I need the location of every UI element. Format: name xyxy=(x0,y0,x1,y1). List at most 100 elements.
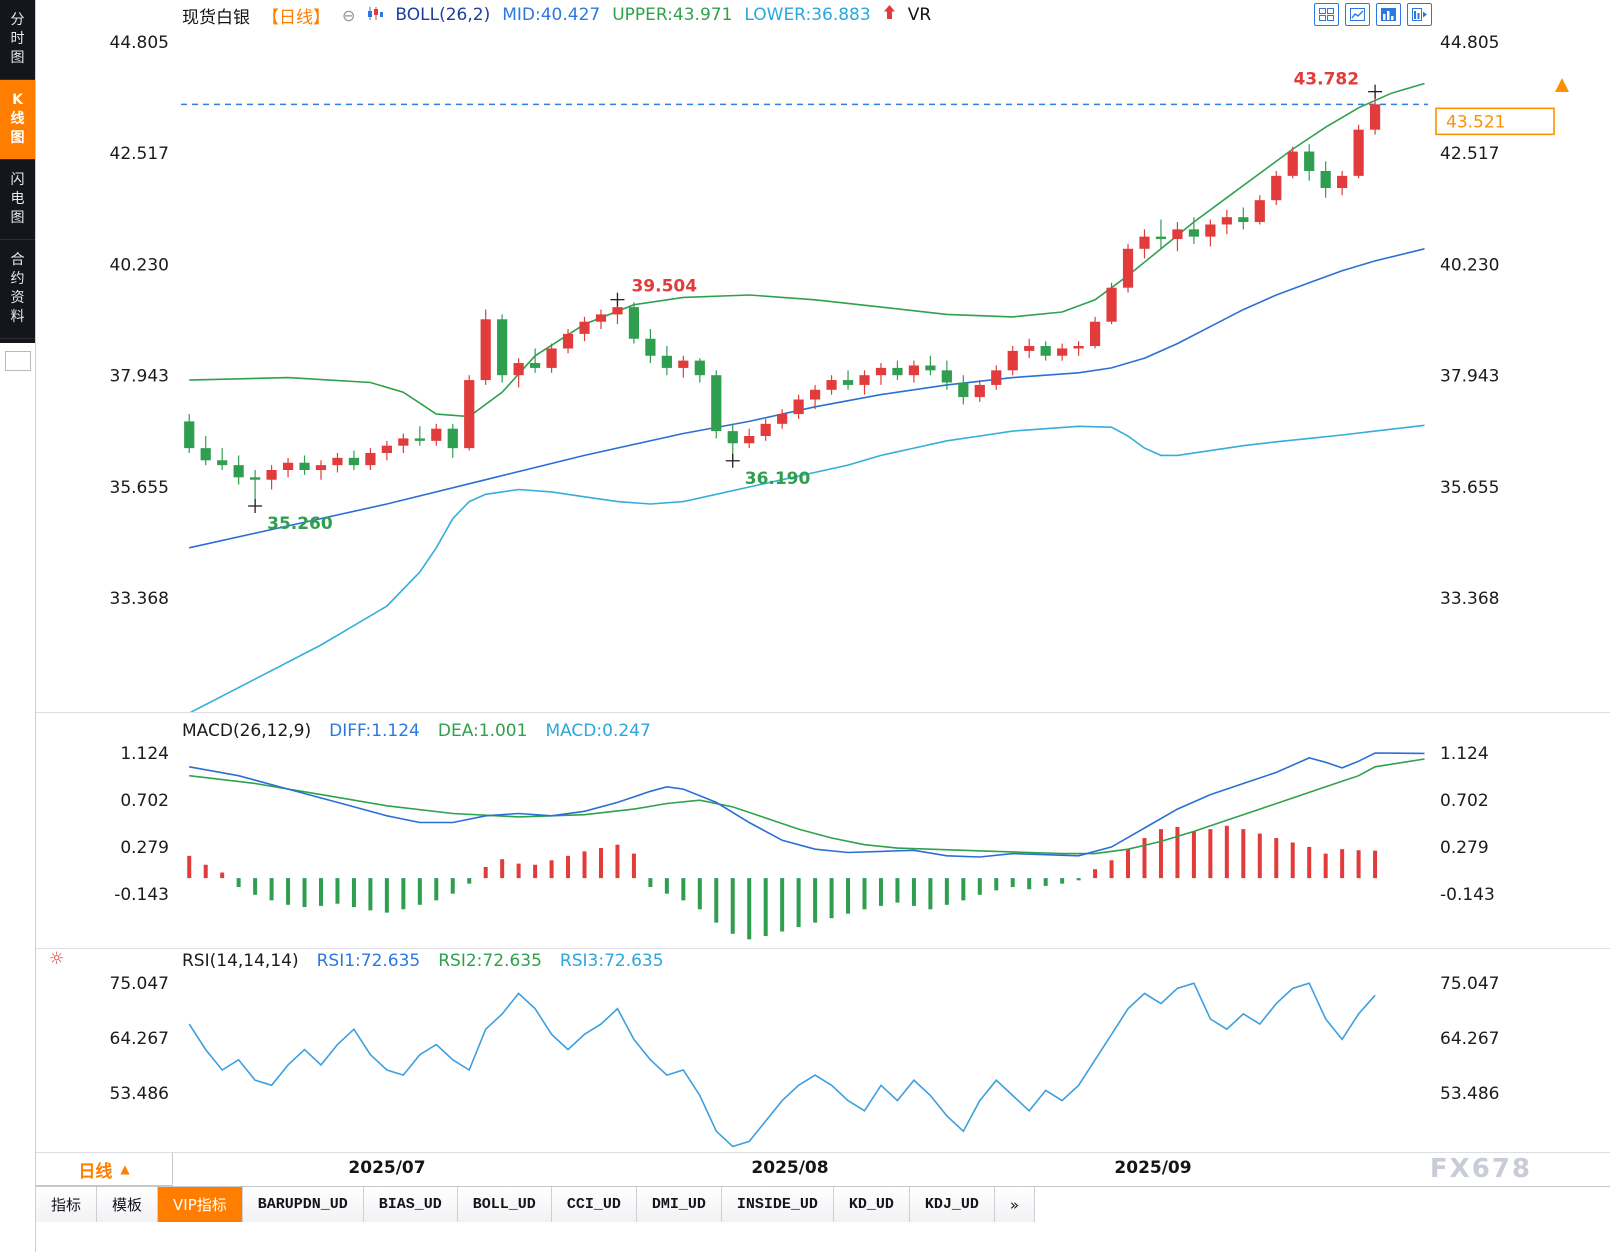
svg-text:-0.143: -0.143 xyxy=(114,885,169,905)
vr-label[interactable]: VR xyxy=(907,5,932,25)
watermark: FX678 xyxy=(1429,1154,1532,1184)
price-chart-panel: 43.782 39.504 36.190 35.260 44.805 44.805 42.5… xyxy=(36,30,1610,712)
macd-diff-value: DIFF:1.124 xyxy=(329,721,420,741)
macd-macd-value: MACD:0.247 xyxy=(545,721,651,741)
price-annotation: 39.504 xyxy=(631,277,697,297)
macd-histogram-layer xyxy=(187,825,1378,940)
chart-toolbar xyxy=(1314,3,1432,26)
boll-lower-value: LOWER:36.883 xyxy=(744,5,871,25)
price-annotation: 36.190 xyxy=(745,469,811,489)
svg-text:75.047: 75.047 xyxy=(1440,974,1499,994)
tab-barupdn-ud[interactable]: BARUPDN_UD xyxy=(242,1187,364,1222)
tab-kdj-ud[interactable]: KDJ_UD xyxy=(909,1187,995,1222)
boll-upper-value: UPPER:43.971 xyxy=(612,5,733,25)
last-price-tag: 43.521 xyxy=(1435,78,1569,136)
x-axis-label: 2025/08 xyxy=(751,1158,829,1178)
macd-header: MACD(26,12,9) DIFF:1.124 DEA:1.001 MACD:… xyxy=(182,721,651,741)
tab-vip[interactable]: VIP指标 xyxy=(158,1187,243,1222)
diff-line xyxy=(189,752,1425,858)
bar-chart-icon[interactable] xyxy=(1376,3,1401,26)
chart-content: 现货白银 【日线】 ⊖ BOLL(26,2) MID:40.427 UPPER:… xyxy=(36,0,1610,1252)
svg-text:42.517: 42.517 xyxy=(1440,144,1499,164)
svg-text:43.521: 43.521 xyxy=(1446,112,1505,132)
svg-text:44.805: 44.805 xyxy=(1440,33,1499,53)
svg-text:0.702: 0.702 xyxy=(1440,791,1489,811)
price-annotation: 43.782 xyxy=(1293,70,1359,90)
macd-title: MACD(26,12,9) xyxy=(182,721,312,741)
svg-text:64.267: 64.267 xyxy=(110,1029,169,1049)
svg-text:1.124: 1.124 xyxy=(120,744,169,764)
timeframe-selector[interactable]: 日线 ▲ xyxy=(36,1153,173,1186)
svg-text:33.368: 33.368 xyxy=(1440,589,1499,609)
collapse-icon[interactable]: ⊖ xyxy=(342,5,356,25)
svg-text:1.124: 1.124 xyxy=(1440,744,1489,764)
tab-11[interactable]: » xyxy=(994,1187,1036,1222)
rsi-line xyxy=(188,982,1376,1148)
tab-inside-ud[interactable]: INSIDE_UD xyxy=(721,1187,834,1222)
x-axis-label: 2025/07 xyxy=(348,1158,426,1178)
rsi3-value: RSI3:72.635 xyxy=(559,951,664,971)
tab-0[interactable]: 指标 xyxy=(36,1187,98,1222)
rsi2-value: RSI2:72.635 xyxy=(438,951,542,971)
svg-text:33.368: 33.368 xyxy=(110,589,169,609)
tab-cci-ud[interactable]: CCI_UD xyxy=(551,1187,637,1222)
sidebar-item-2[interactable]: 闪 电 图 xyxy=(0,160,35,240)
sidebar-blank-box[interactable] xyxy=(4,351,31,371)
svg-text:35.655: 35.655 xyxy=(110,478,169,498)
macd-dea-value: DEA:1.001 xyxy=(437,721,528,741)
macd-axis-labels: 1.124 1.124 0.702 0.702 0.279 0.279 -0.143 -0.1… xyxy=(114,744,1495,905)
candles-layer xyxy=(184,91,1381,506)
dea-line xyxy=(189,758,1425,855)
sidebar-item-1[interactable]: K 线 图 xyxy=(0,80,35,160)
price-chart-canvas[interactable]: 43.782 39.504 36.190 35.260 44.805 44.805 42.5… xyxy=(36,30,1610,712)
svg-text:40.230: 40.230 xyxy=(110,255,169,275)
tab-boll-ud[interactable]: BOLL_UD xyxy=(457,1187,552,1222)
window-split-icon[interactable] xyxy=(1407,3,1432,26)
svg-text:53.486: 53.486 xyxy=(110,1084,169,1104)
rsi-header: RSI(14,14,14) RSI1:72.635 RSI2:72.635 RS… xyxy=(182,951,664,971)
svg-text:64.267: 64.267 xyxy=(1440,1029,1499,1049)
svg-text:75.047: 75.047 xyxy=(110,974,169,994)
boll-indicator-icon xyxy=(367,5,384,25)
timeframe-label: 日线 xyxy=(78,1161,113,1182)
svg-text:35.655: 35.655 xyxy=(1440,478,1499,498)
rsi-axis-labels: 75.047 75.047 64.267 64.267 53.486 53.486 xyxy=(110,974,1500,1104)
svg-text:0.279: 0.279 xyxy=(1440,838,1489,858)
period-badge: 【日线】 xyxy=(262,7,330,28)
timeframe-arrow-icon: ▲ xyxy=(120,1162,130,1176)
svg-text:-0.143: -0.143 xyxy=(1440,885,1495,905)
svg-text:37.943: 37.943 xyxy=(1440,367,1499,387)
time-axis-row: 日线 ▲ 2025/07 2025/08 2025/09 FX678 xyxy=(36,1152,1610,1186)
svg-text:44.805: 44.805 xyxy=(110,33,169,53)
rsi-panel: ☼ RSI(14,14,14) RSI1:72.635 RSI2:72.635 … xyxy=(36,948,1610,1152)
svg-text:0.702: 0.702 xyxy=(120,791,169,811)
annotations-layer: 43.782 39.504 36.190 35.260 xyxy=(248,70,1383,534)
rsi-title: RSI(14,14,14) xyxy=(182,951,299,971)
svg-text:37.943: 37.943 xyxy=(110,367,169,387)
macd-canvas[interactable]: 1.124 1.124 0.702 0.702 0.279 0.279 -0.143 -0.1… xyxy=(36,713,1610,948)
layout-grid-icon[interactable] xyxy=(1314,3,1339,26)
tab-1[interactable]: 模板 xyxy=(97,1187,159,1222)
tab-bias-ud[interactable]: BIAS_UD xyxy=(363,1187,458,1222)
svg-text:53.486: 53.486 xyxy=(1440,1084,1499,1104)
indicator-settings-icon[interactable]: ☼ xyxy=(49,949,65,969)
vr-arrow-icon[interactable] xyxy=(883,5,896,25)
rsi-canvas[interactable]: 75.047 75.047 64.267 64.267 53.486 53.486 xyxy=(36,949,1610,1152)
tab-dmi-ud[interactable]: DMI_UD xyxy=(636,1187,722,1222)
line-chart-icon[interactable] xyxy=(1345,3,1370,26)
indicator-tabs: 指标 模板 VIP指标 BARUPDN_UD BIAS_UD BOLL_UD CCI_UD D… xyxy=(36,1186,1610,1222)
svg-text:40.230: 40.230 xyxy=(1440,255,1499,275)
rsi1-value: RSI1:72.635 xyxy=(316,951,421,971)
sidebar-item-3[interactable]: 合 约 资 料 xyxy=(0,240,35,339)
tab-kd-ud[interactable]: KD_UD xyxy=(833,1187,910,1222)
price-annotation: 35.260 xyxy=(267,514,333,534)
svg-text:0.279: 0.279 xyxy=(120,838,169,858)
price-axis-labels: 44.805 44.805 42.517 42.517 40.230 40.230 37.9… xyxy=(110,33,1500,609)
boll-label: BOLL(26,2) xyxy=(395,5,491,25)
x-axis-label: 2025/09 xyxy=(1114,1158,1192,1178)
price-up-arrow-icon xyxy=(1555,78,1569,92)
symbol-name: 现货白银 xyxy=(182,7,250,28)
sidebar-item-0[interactable]: 分 时 图 xyxy=(0,0,35,80)
